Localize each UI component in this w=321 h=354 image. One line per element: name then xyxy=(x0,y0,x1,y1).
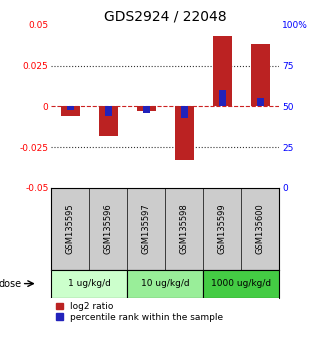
Text: GSM135597: GSM135597 xyxy=(142,204,151,254)
Bar xyxy=(61,107,80,116)
Bar xyxy=(251,44,270,107)
Bar xyxy=(143,107,150,113)
Bar xyxy=(257,98,264,107)
Text: 10 ug/kg/d: 10 ug/kg/d xyxy=(141,279,190,288)
Bar xyxy=(67,107,74,110)
Bar xyxy=(137,107,156,111)
Title: GDS2924 / 22048: GDS2924 / 22048 xyxy=(104,10,227,24)
Text: GSM135599: GSM135599 xyxy=(218,204,227,254)
Text: GSM135595: GSM135595 xyxy=(66,204,75,254)
Text: dose: dose xyxy=(0,279,22,289)
Text: GSM135598: GSM135598 xyxy=(180,204,189,254)
Text: GSM135600: GSM135600 xyxy=(256,204,265,254)
Bar xyxy=(99,107,118,136)
Text: 1 ug/kg/d: 1 ug/kg/d xyxy=(68,279,111,288)
Text: 1000 ug/kg/d: 1000 ug/kg/d xyxy=(211,279,271,288)
Bar xyxy=(127,270,203,298)
Bar xyxy=(213,36,232,107)
Bar xyxy=(175,107,194,160)
Bar xyxy=(181,107,188,118)
Legend: log2 ratio, percentile rank within the sample: log2 ratio, percentile rank within the s… xyxy=(56,302,223,322)
Bar xyxy=(51,270,127,298)
Bar xyxy=(203,270,279,298)
Bar xyxy=(105,107,112,116)
Bar xyxy=(219,90,226,107)
Text: GSM135596: GSM135596 xyxy=(104,204,113,254)
